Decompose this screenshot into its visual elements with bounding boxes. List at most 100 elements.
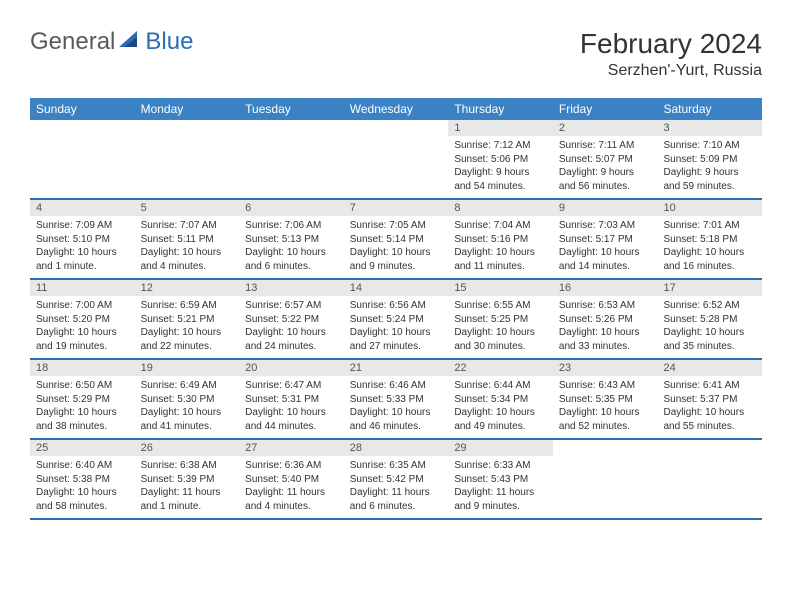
sunset-line: Sunset: 5:39 PM [141,473,234,487]
daylight-line: Daylight: 10 hours and 14 minutes. [559,246,652,273]
title-block: February 2024 Serzhen'-Yurt, Russia [580,28,762,80]
calendar-day-cell [344,120,449,198]
sunrise-line: Sunrise: 6:43 AM [559,379,652,393]
weekday-header: Thursday [448,98,553,120]
sunrise-line: Sunrise: 6:38 AM [141,459,234,473]
daylight-line: Daylight: 10 hours and 1 minute. [36,246,129,273]
day-number: 26 [135,440,240,456]
sunset-line: Sunset: 5:16 PM [454,233,547,247]
day-details: Sunrise: 6:52 AMSunset: 5:28 PMDaylight:… [657,296,762,357]
sunset-line: Sunset: 5:17 PM [559,233,652,247]
daylight-line: Daylight: 10 hours and 58 minutes. [36,486,129,513]
day-number: 24 [657,360,762,376]
sunset-line: Sunset: 5:06 PM [454,153,547,167]
daylight-line: Daylight: 10 hours and 46 minutes. [350,406,443,433]
day-details: Sunrise: 7:04 AMSunset: 5:16 PMDaylight:… [448,216,553,277]
day-number: 25 [30,440,135,456]
calendar-day-cell: 15Sunrise: 6:55 AMSunset: 5:25 PMDayligh… [448,280,553,358]
sunset-line: Sunset: 5:26 PM [559,313,652,327]
calendar-day-cell [135,120,240,198]
day-details: Sunrise: 6:57 AMSunset: 5:22 PMDaylight:… [239,296,344,357]
calendar-day-cell: 9Sunrise: 7:03 AMSunset: 5:17 PMDaylight… [553,200,658,278]
day-details: Sunrise: 6:59 AMSunset: 5:21 PMDaylight:… [135,296,240,357]
calendar-day-cell: 21Sunrise: 6:46 AMSunset: 5:33 PMDayligh… [344,360,449,438]
brand-triangle-icon [117,29,143,56]
calendar-day-cell: 14Sunrise: 6:56 AMSunset: 5:24 PMDayligh… [344,280,449,358]
day-details: Sunrise: 6:53 AMSunset: 5:26 PMDaylight:… [553,296,658,357]
daylight-line: Daylight: 10 hours and 30 minutes. [454,326,547,353]
sunset-line: Sunset: 5:38 PM [36,473,129,487]
daylight-line: Daylight: 9 hours and 59 minutes. [663,166,756,193]
day-details: Sunrise: 6:41 AMSunset: 5:37 PMDaylight:… [657,376,762,437]
daylight-line: Daylight: 10 hours and 19 minutes. [36,326,129,353]
day-details: Sunrise: 7:01 AMSunset: 5:18 PMDaylight:… [657,216,762,277]
day-details: Sunrise: 6:43 AMSunset: 5:35 PMDaylight:… [553,376,658,437]
calendar-day-cell: 1Sunrise: 7:12 AMSunset: 5:06 PMDaylight… [448,120,553,198]
sunrise-line: Sunrise: 7:07 AM [141,219,234,233]
daylight-line: Daylight: 10 hours and 6 minutes. [245,246,338,273]
daylight-line: Daylight: 10 hours and 55 minutes. [663,406,756,433]
sunrise-line: Sunrise: 6:35 AM [350,459,443,473]
calendar-day-cell: 29Sunrise: 6:33 AMSunset: 5:43 PMDayligh… [448,440,553,518]
calendar-day-cell [657,440,762,518]
day-number: 5 [135,200,240,216]
calendar-day-cell: 27Sunrise: 6:36 AMSunset: 5:40 PMDayligh… [239,440,344,518]
calendar-week-row: 25Sunrise: 6:40 AMSunset: 5:38 PMDayligh… [30,440,762,520]
sunset-line: Sunset: 5:14 PM [350,233,443,247]
day-number: 29 [448,440,553,456]
sunrise-line: Sunrise: 7:04 AM [454,219,547,233]
sunrise-line: Sunrise: 6:56 AM [350,299,443,313]
calendar-day-cell: 6Sunrise: 7:06 AMSunset: 5:13 PMDaylight… [239,200,344,278]
sunrise-line: Sunrise: 7:06 AM [245,219,338,233]
day-details: Sunrise: 6:40 AMSunset: 5:38 PMDaylight:… [30,456,135,517]
day-details: Sunrise: 6:35 AMSunset: 5:42 PMDaylight:… [344,456,449,517]
calendar-day-cell: 11Sunrise: 7:00 AMSunset: 5:20 PMDayligh… [30,280,135,358]
day-details: Sunrise: 7:05 AMSunset: 5:14 PMDaylight:… [344,216,449,277]
day-details: Sunrise: 7:07 AMSunset: 5:11 PMDaylight:… [135,216,240,277]
calendar-day-cell: 24Sunrise: 6:41 AMSunset: 5:37 PMDayligh… [657,360,762,438]
sunrise-line: Sunrise: 6:55 AM [454,299,547,313]
sunrise-line: Sunrise: 7:03 AM [559,219,652,233]
day-details: Sunrise: 6:33 AMSunset: 5:43 PMDaylight:… [448,456,553,517]
brand-logo: General Blue [30,28,193,56]
calendar-day-cell: 28Sunrise: 6:35 AMSunset: 5:42 PMDayligh… [344,440,449,518]
day-number: 19 [135,360,240,376]
calendar-week-row: 18Sunrise: 6:50 AMSunset: 5:29 PMDayligh… [30,360,762,440]
calendar-day-cell: 25Sunrise: 6:40 AMSunset: 5:38 PMDayligh… [30,440,135,518]
day-number: 1 [448,120,553,136]
day-details: Sunrise: 6:46 AMSunset: 5:33 PMDaylight:… [344,376,449,437]
calendar-day-cell: 4Sunrise: 7:09 AMSunset: 5:10 PMDaylight… [30,200,135,278]
daylight-line: Daylight: 10 hours and 52 minutes. [559,406,652,433]
sunset-line: Sunset: 5:30 PM [141,393,234,407]
sunset-line: Sunset: 5:29 PM [36,393,129,407]
sunrise-line: Sunrise: 7:00 AM [36,299,129,313]
day-number [239,120,344,136]
sunrise-line: Sunrise: 6:50 AM [36,379,129,393]
day-details: Sunrise: 7:00 AMSunset: 5:20 PMDaylight:… [30,296,135,357]
day-number: 6 [239,200,344,216]
calendar-day-cell: 2Sunrise: 7:11 AMSunset: 5:07 PMDaylight… [553,120,658,198]
daylight-line: Daylight: 10 hours and 41 minutes. [141,406,234,433]
calendar-week-row: 4Sunrise: 7:09 AMSunset: 5:10 PMDaylight… [30,200,762,280]
weekday-header: Monday [135,98,240,120]
sunset-line: Sunset: 5:13 PM [245,233,338,247]
calendar-day-cell: 16Sunrise: 6:53 AMSunset: 5:26 PMDayligh… [553,280,658,358]
day-details: Sunrise: 7:06 AMSunset: 5:13 PMDaylight:… [239,216,344,277]
sunrise-line: Sunrise: 6:33 AM [454,459,547,473]
location-text: Serzhen'-Yurt, Russia [580,62,762,80]
sunrise-line: Sunrise: 6:47 AM [245,379,338,393]
calendar-day-cell [30,120,135,198]
calendar-week-row: 11Sunrise: 7:00 AMSunset: 5:20 PMDayligh… [30,280,762,360]
sunrise-line: Sunrise: 7:09 AM [36,219,129,233]
weekday-header: Sunday [30,98,135,120]
sunset-line: Sunset: 5:10 PM [36,233,129,247]
sunset-line: Sunset: 5:21 PM [141,313,234,327]
weekday-header: Friday [553,98,658,120]
sunset-line: Sunset: 5:11 PM [141,233,234,247]
day-number [657,440,762,456]
sunrise-line: Sunrise: 6:44 AM [454,379,547,393]
daylight-line: Daylight: 10 hours and 24 minutes. [245,326,338,353]
calendar-day-cell: 8Sunrise: 7:04 AMSunset: 5:16 PMDaylight… [448,200,553,278]
day-number: 21 [344,360,449,376]
calendar-header-row: SundayMondayTuesdayWednesdayThursdayFrid… [30,98,762,120]
